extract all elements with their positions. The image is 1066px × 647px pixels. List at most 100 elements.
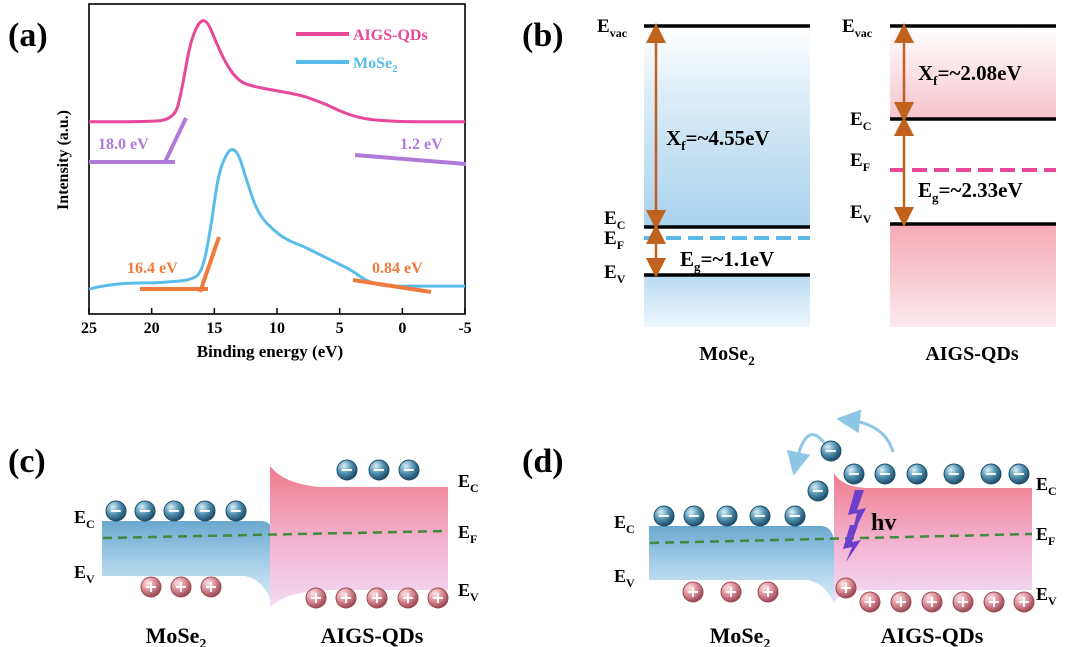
svg-text:+: + <box>761 582 774 601</box>
electron: − <box>368 459 390 481</box>
svg-text:−: − <box>138 501 151 520</box>
series-layer <box>88 19 465 291</box>
electron: − <box>943 463 965 485</box>
legend-label-aigs: AIGS-QDs <box>353 27 428 44</box>
hole: + <box>1013 591 1035 613</box>
electron: − <box>134 500 156 522</box>
electron: − <box>716 505 738 527</box>
c-left-title: MoSe2 <box>146 623 207 647</box>
svg-text:−: − <box>847 464 860 483</box>
svg-text:+: + <box>339 588 352 607</box>
mose2-title: MoSe2 <box>699 343 754 368</box>
mose2-ef-label: EF <box>604 228 624 252</box>
svg-text:−: − <box>910 464 923 483</box>
hole: + <box>720 581 742 603</box>
electron: − <box>105 500 127 522</box>
d-ev-right-label: EV <box>1036 584 1057 608</box>
panel-d-carriers: − − − − −−−− − − − − −+ + + ++ + + + + + <box>653 440 1035 613</box>
electron: − <box>807 480 829 502</box>
electron: − <box>843 463 865 485</box>
electron: − <box>163 500 185 522</box>
mose2-vacuum-region <box>644 26 810 227</box>
svg-text:−: − <box>657 506 670 525</box>
x-axis-ticks: 25 20 15 10 5 0 -5 <box>81 308 472 337</box>
svg-text:−: − <box>1012 464 1025 483</box>
mose2-band-diagram: Evac EC EF EV Xf=~4.55eV Eg=~1.1eV MoSe2 <box>597 16 810 368</box>
svg-text:−: − <box>720 506 733 525</box>
electron: − <box>336 459 358 481</box>
panel-c-label: (c) <box>8 443 46 480</box>
hole: + <box>200 576 222 598</box>
svg-text:−: − <box>402 460 415 479</box>
svg-text:+: + <box>204 577 217 596</box>
svg-text:−: − <box>811 481 824 500</box>
aigs-ef-label: EF <box>850 150 870 174</box>
d-left-title: MoSe2 <box>710 623 771 647</box>
electron: − <box>225 500 247 522</box>
svg-text:+: + <box>724 582 737 601</box>
hole: + <box>170 576 192 598</box>
c-ev-right-label: EV <box>458 580 479 604</box>
mose2-band-block <box>102 521 272 605</box>
electron: − <box>194 500 216 522</box>
electron: − <box>683 505 705 527</box>
svg-text:−: − <box>753 506 766 525</box>
mose2-eg-value: Eg=~1.1eV <box>680 247 774 274</box>
c-ev-left-label: EV <box>74 562 95 586</box>
svg-text:+: + <box>431 588 444 607</box>
c-right-title: AIGS-QDs <box>321 623 424 647</box>
light-bolt-icon-lower <box>843 525 861 562</box>
hole: + <box>921 591 943 613</box>
d-ev-left-label: EV <box>614 566 635 590</box>
mose2-cutoff-fit <box>352 278 432 294</box>
c-ec-right-label: EC <box>458 471 479 495</box>
x-tick-label: 25 <box>81 320 97 337</box>
svg-text:−: − <box>229 501 242 520</box>
aigs-evac-label: Evac <box>842 16 873 40</box>
electron-escape-arrow-top <box>836 409 895 453</box>
hole: + <box>305 587 327 609</box>
legend-label-mose2: MoSe2 <box>353 55 398 75</box>
svg-text:−: − <box>372 460 385 479</box>
svg-text:+: + <box>987 592 1000 611</box>
electron: − <box>820 440 842 462</box>
svg-text:+: + <box>925 592 938 611</box>
hole: + <box>335 587 357 609</box>
x-tick-label: 10 <box>269 320 285 337</box>
svg-text:+: + <box>144 577 157 596</box>
xps-chart: 25 20 15 10 5 0 -5 Binding energy (eV) Intensi… <box>55 3 472 361</box>
hole: + <box>757 581 779 603</box>
d-fermi-level-line <box>649 532 1033 545</box>
series-line-mose2 <box>88 148 465 291</box>
annotation-18eV: 18.0 eV <box>98 136 149 153</box>
aigs-ev-label: EV <box>850 202 872 226</box>
annotation-1-2eV: 1.2 eV <box>400 136 443 153</box>
svg-text:+: + <box>1017 592 1030 611</box>
svg-text:−: − <box>824 441 837 460</box>
electron: − <box>749 505 771 527</box>
aigs-cutoff-fit <box>354 153 467 166</box>
x-tick-label: 0 <box>398 320 406 337</box>
svg-text:+: + <box>174 577 187 596</box>
electron: − <box>1008 463 1030 485</box>
svg-text:−: − <box>947 464 960 483</box>
electron: − <box>784 505 806 527</box>
hole: + <box>890 591 912 613</box>
hole: + <box>859 591 881 613</box>
hole: + <box>366 587 388 609</box>
panel-d-label: (d) <box>522 443 564 480</box>
aigs-onset-fit <box>163 117 188 163</box>
aigs-vacuum-region <box>890 26 1056 119</box>
d-ec-right-label: EC <box>1036 474 1057 498</box>
svg-text:−: − <box>109 501 122 520</box>
aigs-xf-value: Xf=~2.08eV <box>918 61 1022 88</box>
mose2-ec-label: EC <box>604 208 625 232</box>
mose2-evac-label: Evac <box>597 16 628 40</box>
panel-c-carriers: − − − − −− − −+ + ++ + + + + <box>105 459 449 609</box>
junction-after-contact: hv EC EV EC EF EV − − − − −−−− − − − − −+ + + ++ + + + +… <box>614 409 1057 647</box>
mose2-onset-fit <box>198 236 221 293</box>
x-axis-label: Binding energy (eV) <box>197 342 343 361</box>
svg-text:−: − <box>340 460 353 479</box>
series-line-aigs <box>89 19 465 124</box>
